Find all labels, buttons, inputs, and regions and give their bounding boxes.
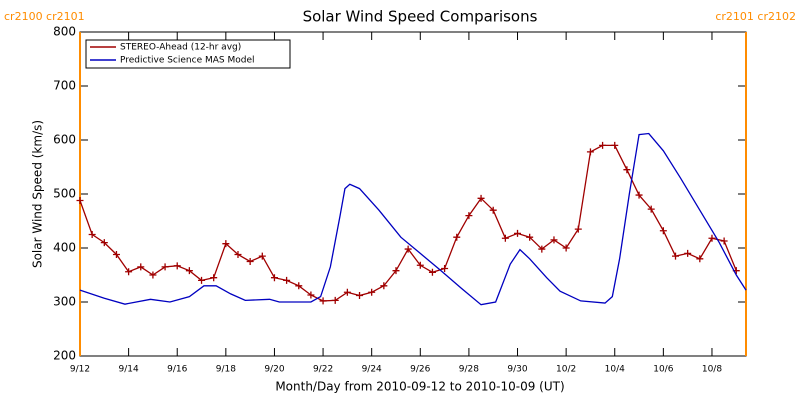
point-marker — [635, 191, 643, 199]
x-tick-label: 10/2 — [556, 365, 576, 375]
rotation-label: cr2101 cr2102 — [715, 10, 796, 23]
series-line — [79, 144, 737, 302]
point-marker — [149, 271, 157, 279]
y-tick-label: 800 — [53, 25, 76, 39]
point-marker — [501, 234, 509, 242]
x-tick-label: 9/24 — [362, 365, 382, 375]
x-tick-label: 10/8 — [702, 365, 722, 375]
point-marker — [514, 229, 522, 237]
legend-label: STEREO-Ahead (12-hr avg) — [120, 43, 241, 53]
point-marker — [331, 296, 339, 304]
point-marker — [538, 245, 546, 253]
point-marker — [477, 194, 485, 202]
point-marker — [258, 252, 266, 260]
x-tick-label: 9/16 — [167, 365, 187, 375]
point-marker — [295, 282, 303, 290]
point-marker — [404, 245, 412, 253]
point-marker — [100, 239, 108, 247]
y-tick-label: 400 — [53, 241, 76, 255]
point-marker — [441, 265, 449, 273]
x-axis-label: Month/Day from 2010-09-12 to 2010-10-09 … — [275, 380, 564, 394]
x-tick-label: 9/28 — [459, 365, 479, 375]
point-marker — [88, 231, 96, 238]
point-marker — [270, 274, 278, 282]
plot-frame — [79, 31, 747, 357]
point-marker — [307, 291, 315, 299]
point-marker — [623, 166, 631, 174]
point-marker — [465, 212, 473, 220]
point-marker — [586, 148, 594, 156]
legend: STEREO-Ahead (12-hr avg) Predictive Scien… — [85, 39, 291, 69]
point-marker — [319, 297, 327, 305]
point-marker — [222, 240, 230, 248]
y-tick-label: 600 — [53, 133, 76, 147]
point-marker — [343, 288, 351, 296]
point-marker — [526, 233, 534, 241]
point-marker — [720, 237, 728, 245]
point-marker — [428, 268, 436, 276]
point-marker — [416, 261, 424, 269]
point-marker — [185, 267, 193, 275]
y-tick-label: 300 — [53, 295, 76, 309]
point-marker — [283, 276, 291, 284]
x-tick-label: 9/20 — [264, 365, 284, 375]
point-marker — [392, 267, 400, 275]
point-marker — [684, 249, 692, 257]
point-marker — [246, 258, 254, 265]
point-marker — [453, 233, 461, 241]
point-marker — [234, 250, 242, 258]
x-tick-label: 9/14 — [119, 365, 139, 375]
point-marker — [708, 234, 716, 242]
x-tick-label: 10/6 — [653, 365, 673, 375]
point-marker — [659, 227, 667, 235]
point-marker — [112, 250, 120, 258]
rotation-label: cr2100 cr2101 — [4, 10, 85, 23]
point-marker — [599, 141, 607, 149]
point-marker — [76, 196, 84, 204]
point-marker — [356, 292, 364, 300]
point-marker — [125, 268, 133, 276]
point-marker — [574, 225, 582, 233]
x-tick-label: 9/22 — [313, 365, 333, 375]
point-marker — [611, 141, 619, 149]
y-axis-label: Solar Wind Speed (km/s) — [31, 120, 45, 268]
y-tick-label: 200 — [53, 349, 76, 363]
series-line — [79, 132, 747, 306]
x-tick-label: 10/4 — [605, 365, 625, 375]
x-tick-label: 9/18 — [216, 365, 236, 375]
point-marker — [137, 263, 145, 271]
legend-label: Predictive Science MAS Model — [120, 56, 255, 66]
x-tick-label: 9/12 — [70, 365, 90, 375]
x-tick-label: 9/26 — [410, 365, 430, 375]
point-marker — [489, 206, 497, 214]
y-tick-label: 500 — [53, 187, 76, 201]
point-marker — [198, 276, 206, 284]
y-tick-label: 700 — [53, 79, 76, 93]
x-tick-label: 9/30 — [507, 365, 527, 375]
point-marker — [647, 205, 655, 213]
point-marker — [210, 274, 218, 282]
point-marker — [161, 263, 169, 271]
point-marker — [173, 262, 181, 270]
chart-title: Solar Wind Speed Comparisons — [303, 8, 538, 26]
point-marker — [380, 282, 388, 290]
legend-box — [85, 39, 291, 69]
point-marker — [672, 252, 680, 260]
point-marker — [562, 244, 570, 252]
point-marker — [550, 236, 558, 244]
point-marker — [696, 255, 704, 263]
point-marker — [368, 288, 376, 296]
